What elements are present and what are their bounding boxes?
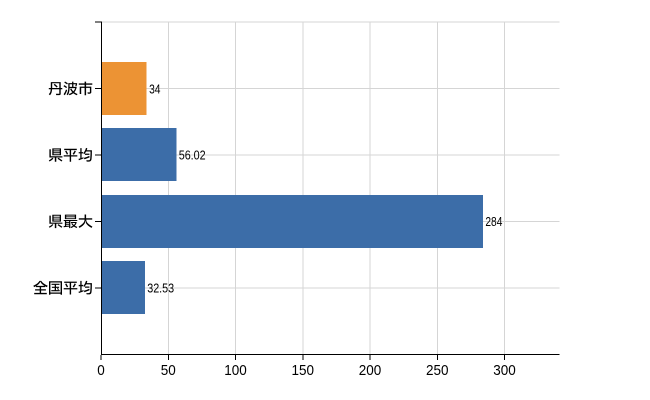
svg-text:34: 34: [149, 81, 160, 96]
svg-text:100: 100: [224, 363, 247, 379]
svg-text:284: 284: [485, 214, 502, 229]
svg-text:0: 0: [97, 363, 105, 379]
svg-text:50: 50: [161, 363, 176, 379]
svg-text:300: 300: [493, 363, 516, 379]
svg-text:150: 150: [292, 363, 315, 379]
svg-text:56.02: 56.02: [179, 148, 206, 163]
svg-text:250: 250: [426, 363, 449, 379]
svg-text:32.53: 32.53: [147, 281, 174, 296]
svg-text:200: 200: [359, 363, 382, 379]
